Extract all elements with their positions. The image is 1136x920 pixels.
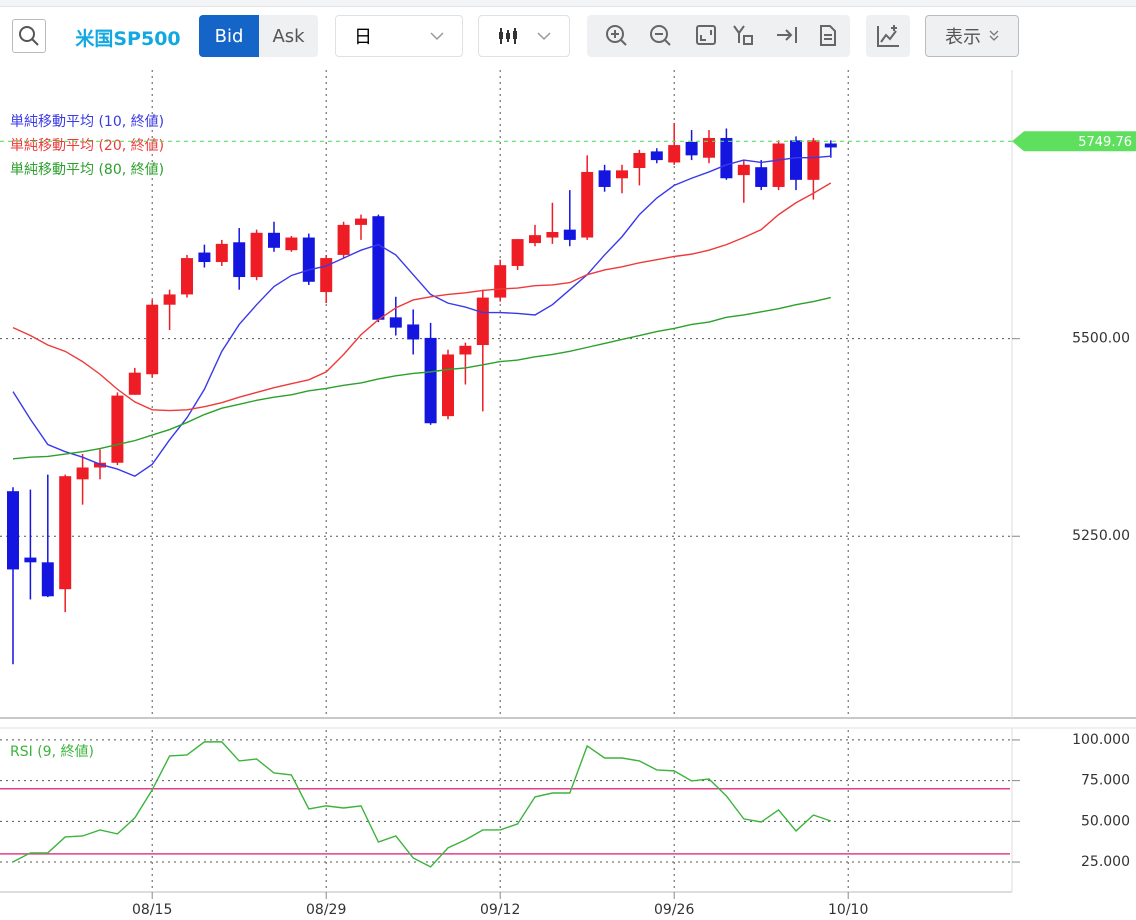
candle-body (755, 167, 768, 187)
caret (430, 32, 444, 41)
period-select[interactable]: 日 (335, 15, 463, 57)
candle-body (824, 143, 837, 148)
candle-body (529, 235, 541, 244)
candle-body (355, 218, 367, 225)
indicator-button[interactable] (866, 15, 910, 57)
candle-body (181, 258, 193, 295)
candle-body (616, 170, 628, 179)
x-tick-label: 08/29 (306, 902, 346, 918)
candle-body (128, 372, 141, 395)
candle-body (24, 557, 37, 563)
candle-body (372, 216, 385, 320)
x-tick-label: 10/10 (828, 902, 868, 918)
candle-body (163, 294, 176, 305)
top-strip (0, 0, 1136, 7)
period: 日 (354, 27, 372, 48)
candle-body (720, 137, 733, 179)
display-button[interactable]: 表示 (925, 15, 1019, 57)
candle-body (546, 232, 559, 238)
chart: 08/15 08/29 09/12 09/26 10/10 5250.00 5500.00 単… (0, 70, 1136, 918)
candle-body (790, 140, 802, 180)
candle-body (250, 232, 263, 278)
y-tick-label: 75.000 (1081, 773, 1130, 789)
y-tick-label: 100.000 (1072, 732, 1130, 748)
candle-body (563, 229, 576, 240)
candle-body (268, 232, 280, 248)
candle-body (215, 243, 228, 263)
candle-body (807, 140, 820, 180)
candle-body (76, 467, 89, 480)
candle-body (476, 297, 489, 346)
candle-icon (499, 28, 517, 44)
tool-group (587, 15, 850, 57)
last-price-label: 5749.76 (1078, 135, 1132, 150)
search-icon (19, 26, 39, 46)
candle-body (772, 143, 785, 187)
indicator-icon (877, 25, 899, 47)
legend-entry: 単純移動平均 (20, 終値) (10, 138, 164, 154)
tool-icons[interactable] (599, 23, 839, 49)
candle-body (650, 151, 663, 161)
candle-body (511, 239, 524, 266)
display-label: 表示 (945, 27, 981, 48)
candle-body (685, 141, 698, 156)
candle-body (389, 317, 402, 328)
candle-body (424, 337, 437, 424)
chart-type-select[interactable] (478, 15, 570, 57)
legend-entry: RSI (9, 終値) (10, 744, 94, 760)
candle-body (581, 171, 594, 238)
candle-body (320, 258, 333, 293)
series-line (12, 182, 832, 412)
y-tick-label: 25.000 (1081, 854, 1130, 870)
candle-body (94, 462, 106, 468)
candle-body (302, 237, 315, 282)
candle-body (233, 242, 246, 278)
ask-button[interactable]: Ask (259, 15, 318, 57)
candle-body (459, 345, 472, 355)
legend-entry: 単純移動平均 (80, 終値) (10, 162, 164, 178)
y-tick-label: 5500.00 (1072, 331, 1130, 347)
symbol[interactable]: 米国SP500 (75, 27, 181, 50)
candle-body (41, 562, 54, 597)
candle-body (111, 395, 124, 463)
candle-body (442, 354, 454, 417)
chevron (989, 30, 999, 41)
last-price-badge (1012, 131, 1136, 152)
caret (537, 32, 551, 41)
candle-body (198, 252, 211, 263)
candle-body (703, 137, 715, 158)
series-line (12, 741, 832, 868)
x-tick-label: 09/12 (480, 902, 520, 918)
candle-body (285, 237, 298, 251)
series-line (12, 296, 831, 460)
candle-body (59, 476, 72, 590)
candle-body (598, 170, 611, 187)
series-line (12, 155, 831, 477)
x-tick-label: 09/26 (654, 902, 694, 918)
legend-entry: 単純移動平均 (10, 終値) (10, 114, 164, 130)
search-button[interactable] (12, 19, 46, 53)
bid-button[interactable]: Bid (199, 15, 259, 57)
candle-body (407, 324, 420, 340)
candle-body (668, 145, 681, 163)
candle-body (7, 491, 19, 570)
candle-body (737, 164, 750, 176)
candle-body (337, 224, 350, 255)
candle-body (146, 304, 159, 375)
candle-body (633, 152, 646, 168)
candle-body (494, 265, 507, 298)
x-tick-label: 08/15 (132, 902, 172, 918)
y-tick-label: 5250.00 (1072, 528, 1130, 544)
y-tick-label: 50.000 (1081, 813, 1130, 829)
